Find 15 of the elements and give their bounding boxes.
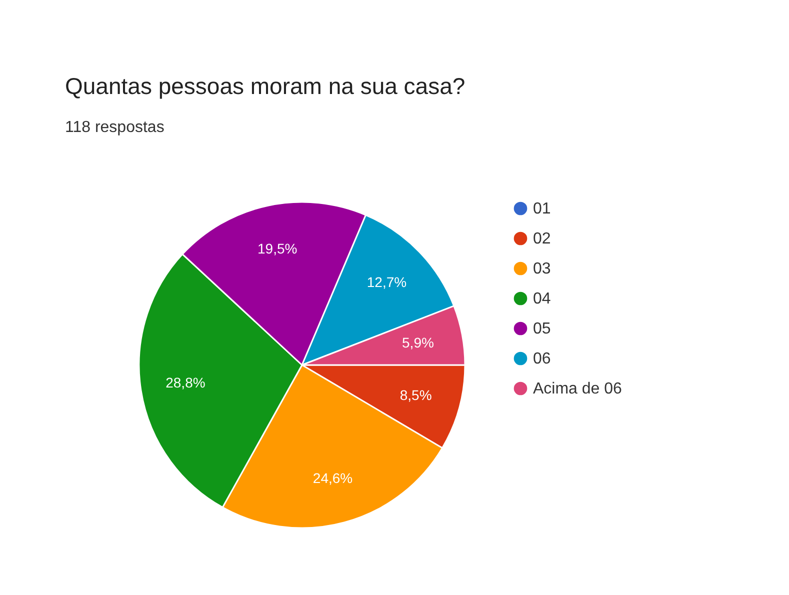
legend-label: 05 xyxy=(533,320,551,338)
data-label: 24,6% xyxy=(312,470,353,486)
legend-label: 06 xyxy=(533,350,551,368)
chart-title: Quantas pessoas moram na sua casa? xyxy=(65,73,466,99)
data-label: 8,5% xyxy=(400,387,432,404)
data-label: 12,7% xyxy=(366,274,407,290)
legend-label: 01 xyxy=(533,200,551,218)
data-label: 5,9% xyxy=(402,334,434,350)
legend-label: 04 xyxy=(533,290,551,308)
legend-label: 03 xyxy=(533,260,551,278)
data-label: 28,8% xyxy=(166,374,206,390)
legend-label: Acima de 06 xyxy=(533,380,622,398)
data-label: 19,5% xyxy=(257,240,298,257)
chart-subtitle: 118 respostas xyxy=(65,119,164,136)
legend-label: 02 xyxy=(533,230,551,248)
